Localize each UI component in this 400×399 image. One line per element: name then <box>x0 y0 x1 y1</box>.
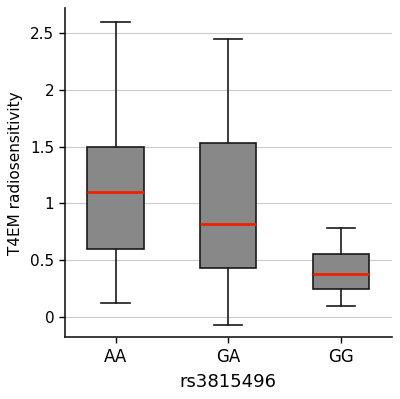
PathPatch shape <box>200 143 256 268</box>
Y-axis label: T4EM radiosensitivity: T4EM radiosensitivity <box>8 91 23 255</box>
X-axis label: rs3815496: rs3815496 <box>180 373 277 391</box>
PathPatch shape <box>87 147 144 249</box>
PathPatch shape <box>313 255 369 288</box>
